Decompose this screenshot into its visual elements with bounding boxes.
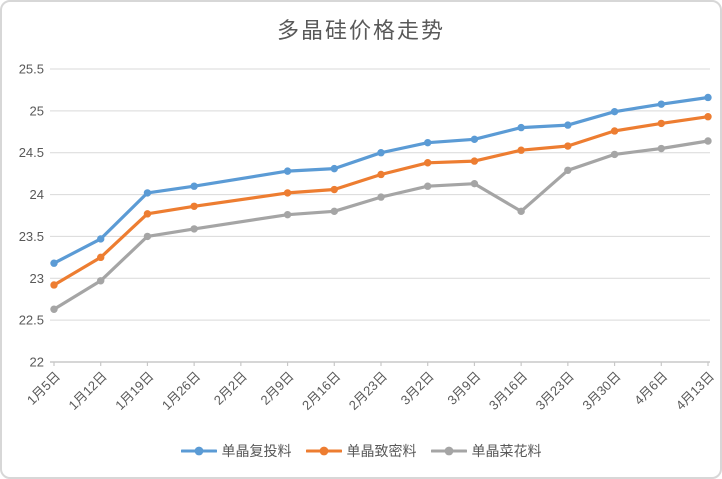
x-axis-tick-label: 1月5日 [24,369,63,408]
data-point-marker [657,119,665,128]
data-point-marker [143,189,152,197]
data-point-marker [564,166,572,174]
legend: 单晶复投料 单晶致密料 单晶菜花料 [2,441,720,461]
legend-label: 单晶复投料 [221,443,292,459]
series-line-2 [52,139,710,311]
data-point-marker [377,149,385,157]
data-point-marker [143,210,152,218]
legend-item-2: 单晶菜花料 [430,441,542,461]
data-point-marker [424,138,432,147]
data-point-marker [50,281,58,289]
data-point-marker [470,157,479,165]
x-axis-tick-label: 2月23日 [346,369,390,413]
data-point-marker [704,137,712,145]
data-point-marker [283,167,292,175]
y-axis-tick-label: 22.5 [19,313,44,328]
chart-title: 多晶硅价格走势 [276,18,445,43]
x-axis-tick-label: 3月2日 [398,369,437,408]
legend-item-0: 单晶复投料 [180,441,292,461]
legend-item-1: 单晶致密料 [305,441,417,461]
legend-label: 单晶菜花料 [471,443,542,459]
data-point-marker [517,207,525,216]
data-point-marker [283,210,292,219]
data-point-marker [610,107,619,116]
x-axis-tick-label: 2月9日 [257,369,296,408]
data-point-marker [657,144,665,153]
y-axis-tick-label: 25 [30,103,44,118]
data-point-marker [330,185,338,194]
data-point-marker [50,259,58,267]
x-axis-tick-label: 2月2日 [211,369,250,408]
data-point-marker [97,235,105,243]
x-axis-tick-label: 1月19日 [112,369,156,413]
x-axis-tick-label: 3月16日 [486,369,530,413]
series-line-1 [52,115,710,287]
x-axis-tick-label: 2月16日 [299,369,343,413]
data-point-marker [283,189,292,197]
data-point-marker [330,207,338,216]
data-point-marker [470,135,479,144]
data-point-marker [424,182,432,190]
data-point-marker [330,164,338,173]
y-axis-tick-label: 22 [30,355,44,370]
y-axis-tick-label: 23 [30,271,44,286]
data-point-marker [610,127,619,135]
x-axis-tick-label: 4月13日 [673,369,717,413]
data-point-marker [190,202,198,210]
x-axis-tick-label: 3月9日 [444,369,483,408]
data-point-marker [517,123,525,132]
y-axis-tick-label: 24 [30,187,44,202]
legend-line-marker-icon [430,446,467,456]
data-point-marker [190,182,198,190]
y-axis-tick-label: 24.5 [19,145,44,160]
data-point-marker [377,193,385,201]
series-line-0 [52,95,710,265]
x-axis-tick-label: 1月12日 [65,369,109,413]
data-point-marker [470,179,479,188]
x-axis-tick-label: 4月6日 [631,369,670,408]
x-axis-tick-label: 3月23日 [533,369,577,413]
legend-line-marker-icon [180,446,217,456]
x-axis-tick-label: 1月26日 [159,369,203,413]
data-point-marker [97,253,105,262]
data-point-marker [97,277,105,285]
data-point-marker [190,225,198,233]
data-point-marker [143,232,152,241]
data-point-marker [704,93,712,102]
data-point-marker [564,142,572,150]
legend-line-marker-icon [305,446,342,456]
legend-label: 单晶致密料 [346,443,417,459]
data-point-marker [50,305,58,313]
data-point-marker [424,159,432,167]
data-point-marker [517,146,525,154]
data-point-marker [704,113,712,121]
x-axis-tick-label: 3月30日 [579,369,623,413]
data-point-marker [564,121,572,129]
y-axis-tick-label: 25.5 [19,62,44,77]
y-axis-tick-label: 23.5 [19,229,44,244]
data-point-marker [377,170,385,179]
data-point-marker [657,100,665,108]
data-point-marker [610,150,619,159]
